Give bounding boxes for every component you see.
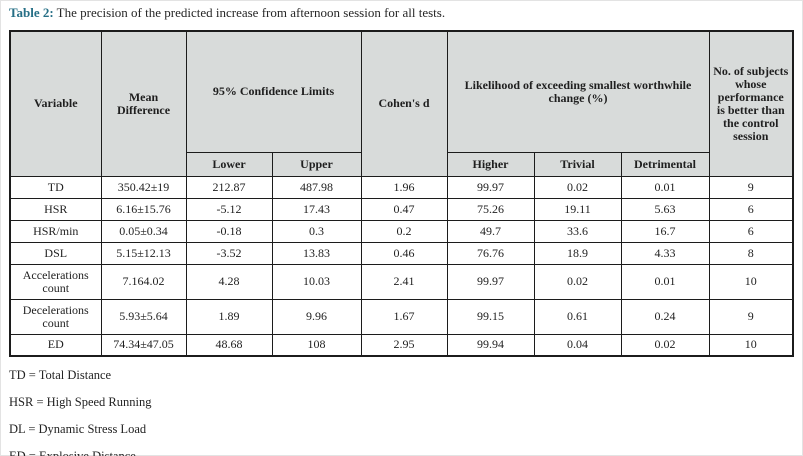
- cell-mean: 5.93±5.64: [100, 298, 187, 335]
- cell-detrimental: 0.02: [620, 333, 710, 357]
- cell-variable: HSR/min: [9, 219, 102, 243]
- cell-subjects: 10: [708, 333, 794, 357]
- cell-lower: -0.18: [185, 219, 273, 243]
- table-row-hsr: HSR 6.16±15.76 -5.12 17.43 0.47 75.26 19…: [9, 197, 794, 221]
- cell-lower: -3.52: [185, 241, 273, 265]
- cell-detrimental: 0.01: [620, 175, 710, 199]
- cell-detrimental: 0.01: [620, 263, 710, 300]
- table-caption: Table 2: The precision of the predicted …: [9, 5, 794, 21]
- cell-variable: TD: [9, 175, 102, 199]
- cell-mean: 0.05±0.34: [100, 219, 187, 243]
- cell-subjects: 8: [708, 241, 794, 265]
- cell-upper: 487.98: [271, 175, 362, 199]
- col-header-subjects: No. of subjects whose performance is bet…: [708, 30, 794, 177]
- cell-trivial: 19.11: [533, 197, 622, 221]
- table-row-td: TD 350.42±19 212.87 487.98 1.96 99.97 0.…: [9, 175, 794, 199]
- cell-upper: 108: [271, 333, 362, 357]
- cell-higher: 49.7: [446, 219, 535, 243]
- cell-lower: 4.28: [185, 263, 273, 300]
- col-header-lower: Lower: [185, 151, 273, 177]
- table-row-decelerations: Decelerations count 5.93±5.64 1.89 9.96 …: [9, 298, 794, 335]
- cell-detrimental: 4.33: [620, 241, 710, 265]
- cell-trivial: 33.6: [533, 219, 622, 243]
- cell-detrimental: 5.63: [620, 197, 710, 221]
- col-header-likelihood: Likelihood of exceeding smallest worthwh…: [446, 30, 710, 153]
- cell-lower: 1.89: [185, 298, 273, 335]
- cell-subjects: 9: [708, 298, 794, 335]
- cell-cohens-d: 1.96: [360, 175, 448, 199]
- cell-lower: 48.68: [185, 333, 273, 357]
- cell-cohens-d: 1.67: [360, 298, 448, 335]
- cell-upper: 17.43: [271, 197, 362, 221]
- cell-mean: 74.34±47.05: [100, 333, 187, 357]
- cell-cohens-d: 2.95: [360, 333, 448, 357]
- col-header-cohens-d: Cohen's d: [360, 30, 448, 177]
- cell-higher: 99.15: [446, 298, 535, 335]
- cell-trivial: 0.61: [533, 298, 622, 335]
- cell-upper: 13.83: [271, 241, 362, 265]
- cell-variable: HSR: [9, 197, 102, 221]
- cell-trivial: 18.9: [533, 241, 622, 265]
- table-caption-text: The precision of the predicted increase …: [53, 5, 446, 20]
- cell-cohens-d: 2.41: [360, 263, 448, 300]
- table-row-accelerations: Accelerations count 7.164.02 4.28 10.03 …: [9, 263, 794, 300]
- header-row-sub: Lower Upper Higher Trivial Detrimental: [10, 151, 793, 177]
- cell-trivial: 0.02: [533, 263, 622, 300]
- table-row-ed: ED 74.34±47.05 48.68 108 2.95 99.94 0.04…: [9, 333, 794, 357]
- cell-subjects: 10: [708, 263, 794, 300]
- cell-mean: 5.15±12.13: [100, 241, 187, 265]
- cell-higher: 99.97: [446, 175, 535, 199]
- table-caption-label: Table 2:: [9, 5, 54, 20]
- cell-variable: Decelerations count: [9, 298, 102, 335]
- cell-detrimental: 16.7: [620, 219, 710, 243]
- col-header-trivial: Trivial: [533, 151, 622, 177]
- cell-cohens-d: 0.2: [360, 219, 448, 243]
- cell-cohens-d: 0.47: [360, 197, 448, 221]
- cell-detrimental: 0.24: [620, 298, 710, 335]
- header-row-main: Variable Mean Difference 95% Confidence …: [9, 30, 794, 177]
- cell-mean: 350.42±19: [100, 175, 187, 199]
- footnote-hsr: HSR = High Speed Running: [9, 395, 152, 409]
- col-header-upper: Upper: [271, 151, 362, 177]
- cell-lower: 212.87: [185, 175, 273, 199]
- cell-upper: 0.3: [271, 219, 362, 243]
- col-header-mean-difference: Mean Difference: [100, 30, 187, 177]
- cell-subjects: 6: [708, 219, 794, 243]
- cell-mean: 7.164.02: [100, 263, 187, 300]
- col-header-higher: Higher: [446, 151, 535, 177]
- footnote-ed: ED = Explosive Distance: [9, 449, 136, 456]
- cell-trivial: 0.02: [533, 175, 622, 199]
- cell-lower: -5.12: [185, 197, 273, 221]
- cell-upper: 10.03: [271, 263, 362, 300]
- footnote-td: TD = Total Distance: [9, 368, 112, 382]
- cell-variable: DSL: [9, 241, 102, 265]
- cell-mean: 6.16±15.76: [100, 197, 187, 221]
- col-header-detrimental: Detrimental: [620, 151, 710, 177]
- results-table: Variable Mean Difference 95% Confidence …: [9, 30, 795, 357]
- col-header-confidence-limits: 95% Confidence Limits: [185, 30, 362, 153]
- cell-higher: 75.26: [446, 197, 535, 221]
- cell-higher: 99.97: [446, 263, 535, 300]
- table-row-dsl: DSL 5.15±12.13 -3.52 13.83 0.46 76.76 18…: [9, 241, 794, 265]
- cell-cohens-d: 0.46: [360, 241, 448, 265]
- table-row-hsr-min: HSR/min 0.05±0.34 -0.18 0.3 0.2 49.7 33.…: [9, 219, 794, 243]
- cell-subjects: 6: [708, 197, 794, 221]
- col-header-variable: Variable: [9, 30, 102, 177]
- footnote-dl: DL = Dynamic Stress Load: [9, 422, 147, 436]
- cell-higher: 99.94: [446, 333, 535, 357]
- cell-trivial: 0.04: [533, 333, 622, 357]
- cell-variable: Accelerations count: [9, 263, 102, 300]
- footnotes: TD = Total Distance HSR = High Speed Run…: [9, 368, 794, 456]
- cell-variable: ED: [9, 333, 102, 357]
- cell-higher: 76.76: [446, 241, 535, 265]
- cell-subjects: 9: [708, 175, 794, 199]
- cell-upper: 9.96: [271, 298, 362, 335]
